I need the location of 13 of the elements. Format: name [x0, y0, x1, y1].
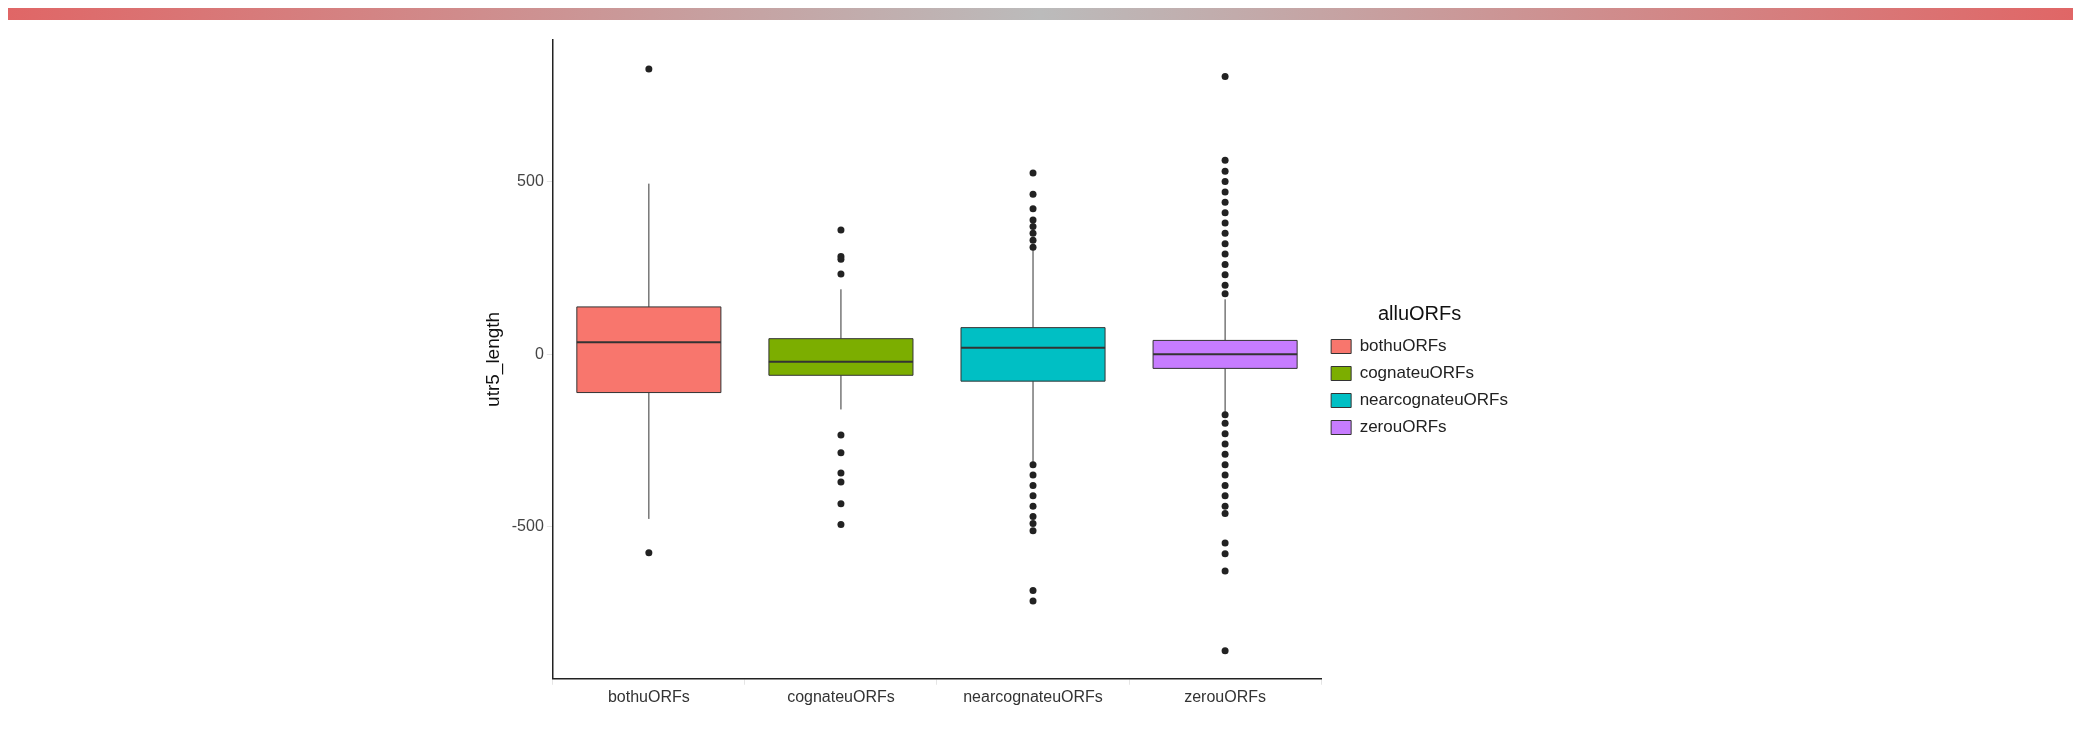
legend-label: cognateuORFs [1359, 363, 1474, 383]
x-tick-label: zerouORFs [1184, 687, 1266, 705]
y-axis-title: utr5_length [481, 311, 504, 407]
legend-title: alluORFs [1377, 301, 1462, 324]
y-tick-label: 500 [517, 171, 544, 189]
x-tick-label: nearcognateuORFs [963, 687, 1103, 705]
y-tick-label: -500 [511, 517, 544, 535]
legend-label: nearcognateuORFs [1359, 390, 1509, 410]
x-tick-label: bothuORFs [607, 687, 690, 705]
legend-label: bothuORFs [1359, 336, 1447, 356]
y-tick-label: 0 [534, 344, 544, 362]
x-tick-label: cognateuORFs [787, 687, 895, 705]
legend-label: zerouORFs [1359, 417, 1447, 437]
